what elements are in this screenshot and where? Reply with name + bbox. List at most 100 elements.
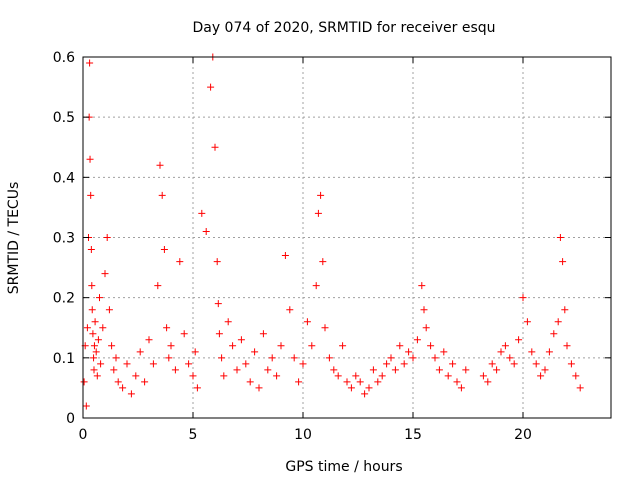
- x-tick-label: 5: [189, 427, 198, 443]
- data-point: [374, 378, 382, 386]
- grid-layer: [83, 57, 611, 418]
- data-point: [325, 354, 333, 362]
- data-point: [80, 378, 88, 386]
- data-points: [80, 53, 584, 410]
- data-point: [89, 330, 97, 338]
- data-point: [444, 372, 452, 380]
- data-point: [312, 282, 320, 290]
- data-point: [237, 336, 245, 344]
- data-point: [556, 234, 564, 241]
- data-point: [246, 378, 254, 386]
- data-point: [163, 324, 171, 332]
- data-point: [545, 348, 553, 356]
- data-point: [255, 384, 263, 392]
- data-point: [211, 143, 219, 151]
- plot-frame: [82, 56, 612, 419]
- data-point: [431, 354, 439, 362]
- x-tick-label: 15: [404, 427, 422, 443]
- data-point: [400, 360, 408, 368]
- data-point: [91, 318, 99, 326]
- data-point: [119, 384, 127, 392]
- data-point: [141, 378, 149, 386]
- data-point: [207, 83, 215, 91]
- data-point: [145, 336, 153, 344]
- data-point: [493, 366, 501, 374]
- y-tick-label: 0.3: [53, 231, 75, 247]
- data-point: [418, 282, 426, 290]
- data-point: [259, 330, 267, 338]
- data-point: [105, 306, 113, 314]
- y-axis-label: SRMTID / TECUs: [6, 182, 22, 295]
- data-point: [213, 258, 221, 266]
- y-tick-label: 0.5: [53, 110, 75, 126]
- data-point: [519, 294, 527, 302]
- data-point: [576, 384, 584, 392]
- x-tick-label: 20: [514, 427, 532, 443]
- y-tick-label: 0.1: [53, 351, 75, 367]
- data-point: [339, 342, 347, 350]
- data-point: [319, 258, 327, 266]
- data-point: [383, 360, 391, 368]
- data-point: [405, 348, 413, 356]
- data-point: [347, 384, 355, 392]
- data-point: [449, 360, 457, 368]
- x-axis-label: GPS time / hours: [285, 459, 402, 475]
- data-point: [90, 366, 98, 374]
- data-point: [83, 324, 91, 332]
- data-point: [88, 282, 96, 290]
- data-point: [391, 366, 399, 374]
- data-point: [101, 270, 109, 278]
- data-point: [550, 330, 558, 338]
- data-point: [198, 209, 206, 217]
- data-point: [479, 372, 487, 380]
- data-point: [378, 372, 386, 380]
- data-point: [462, 366, 470, 374]
- y-tick-label: 0: [66, 411, 75, 427]
- data-point: [90, 354, 98, 362]
- y-tick-label: 0.6: [53, 50, 75, 66]
- data-point: [220, 372, 228, 380]
- data-point: [559, 258, 567, 266]
- data-point: [277, 342, 285, 350]
- data-point: [537, 372, 545, 380]
- data-point: [303, 318, 311, 326]
- data-point: [88, 306, 96, 314]
- data-point: [352, 372, 360, 380]
- data-point: [510, 360, 518, 368]
- data-point: [308, 342, 316, 350]
- data-point: [295, 378, 303, 386]
- data-point: [99, 324, 107, 332]
- data-point: [94, 336, 102, 344]
- data-point: [343, 378, 351, 386]
- data-point: [334, 372, 342, 380]
- data-point: [356, 378, 364, 386]
- data-point: [156, 161, 164, 169]
- data-point: [191, 348, 199, 356]
- data-point: [233, 366, 241, 374]
- data-point: [218, 354, 226, 362]
- data-point: [180, 330, 188, 338]
- data-point: [299, 360, 307, 368]
- data-point: [158, 191, 166, 199]
- data-point: [176, 258, 184, 266]
- data-point: [497, 348, 505, 356]
- data-point: [123, 360, 131, 368]
- data-point: [242, 360, 250, 368]
- data-point: [528, 348, 536, 356]
- data-point: [422, 324, 430, 332]
- y-tick-label: 0.2: [53, 291, 75, 307]
- data-point: [87, 246, 95, 254]
- data-point: [224, 318, 232, 326]
- data-point: [189, 372, 197, 380]
- data-point: [567, 360, 575, 368]
- data-point: [87, 191, 95, 199]
- data-point: [541, 366, 549, 374]
- data-point: [268, 354, 276, 362]
- data-point: [413, 336, 421, 344]
- axis-ticks: 0 5 10 15 20 0 0.1 0.2 0.3 0.4 0.5 0.6: [53, 50, 611, 443]
- data-point: [321, 324, 329, 332]
- data-point: [127, 390, 135, 398]
- x-tick-label: 0: [79, 427, 88, 443]
- data-point: [532, 360, 540, 368]
